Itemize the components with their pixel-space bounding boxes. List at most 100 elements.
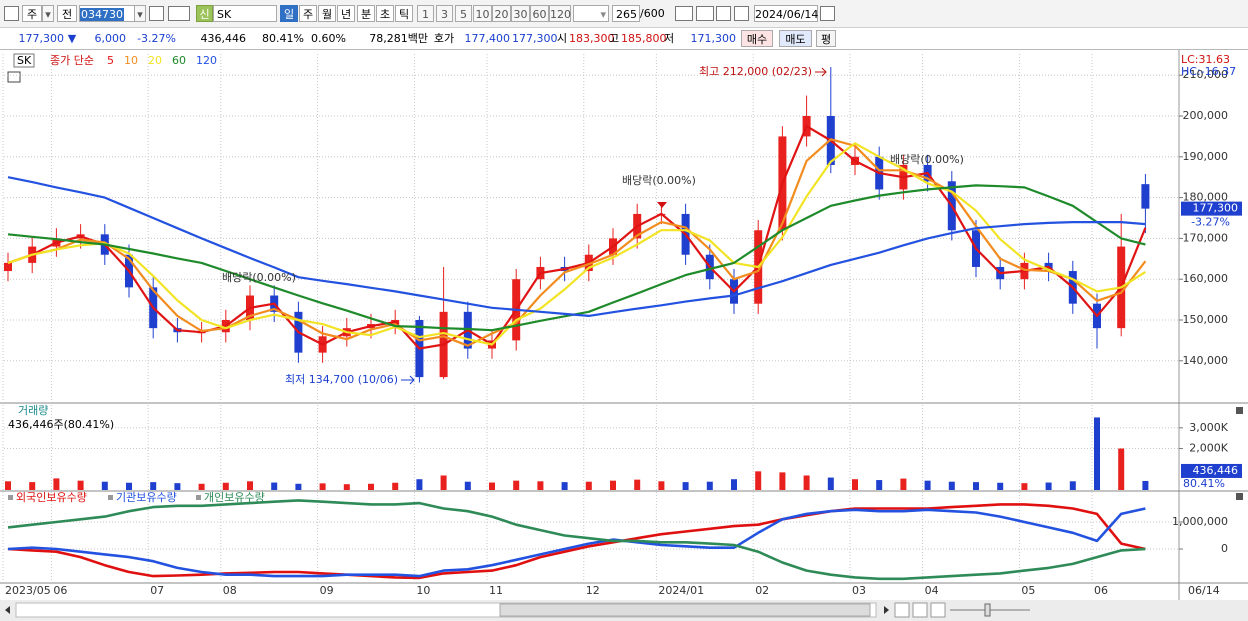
volume-bar [876, 480, 883, 490]
play-forward[interactable] [930, 602, 946, 618]
volume-bar [1094, 417, 1100, 490]
legend-swatch [8, 495, 13, 500]
x-tick-label: 04 [925, 584, 939, 597]
interval-dropdown[interactable]: ▾ [573, 5, 609, 22]
prev-button[interactable]: 전 [57, 5, 77, 22]
y-tick-label: 140,000 [1183, 354, 1229, 367]
quote-value: 고 [608, 32, 620, 45]
scroll-thumb[interactable] [499, 603, 871, 617]
chart: 140,000 150,000 160,000 170,000 180,000 190,0… [0, 50, 1248, 621]
interval-button[interactable]: 5 [455, 5, 472, 22]
series-line [7, 499, 1146, 581]
y-tick-label: 170,000 [1183, 231, 1229, 244]
y-tick-label: 3,000K [1189, 421, 1228, 434]
interval-button[interactable]: 60 [530, 5, 549, 22]
calendar-icon[interactable] [820, 6, 835, 21]
quote-value: 171,300 [690, 32, 737, 45]
volume-bar [610, 480, 616, 490]
play-back[interactable] [894, 602, 910, 618]
period-week[interactable]: 주 [299, 5, 317, 22]
legend-entry: 10 [124, 54, 138, 67]
dropdown-arrow[interactable]: ▾ [42, 5, 54, 22]
volume-bar [585, 481, 592, 490]
x-tick-label: 2024/01 [658, 584, 704, 597]
y-tick-label: 180,000 [1183, 191, 1229, 204]
quote-value: 시 [556, 32, 568, 45]
date-input[interactable]: 2024/06/14 [754, 5, 818, 22]
annotation: 최고 212,000 (02/23) [699, 65, 812, 78]
volume-bar [1069, 481, 1076, 490]
volume-bar [222, 482, 229, 490]
period-second[interactable]: 초 [376, 5, 394, 22]
volume-bar [731, 479, 737, 490]
quote-value: 78,281백만 [369, 32, 428, 45]
x-tick-label: 2023/05 [5, 584, 51, 597]
volume-bar [440, 475, 447, 490]
x-end-label: 06/14 [1188, 584, 1220, 597]
period-tick[interactable]: 틱 [395, 5, 413, 22]
series-line [7, 507, 1146, 578]
volume-bar [247, 481, 253, 490]
legend-box [13, 53, 35, 68]
toolbar: 주 ▾ 전 034730 ▾ 신 SK 일 주 월 년 분 초 틱 1 3 5 … [0, 0, 1248, 28]
settings-icon[interactable] [734, 6, 749, 21]
x-tick-label: 10 [416, 584, 430, 597]
volume-bar [779, 472, 786, 490]
order-button[interactable]: 평 [816, 30, 836, 47]
sound-icon[interactable] [168, 6, 190, 21]
volume-bar [658, 481, 665, 490]
save-icon[interactable] [716, 6, 731, 21]
code-input[interactable]: 034730 [79, 5, 135, 22]
quote-value: 저 [663, 32, 675, 45]
volume-bar [561, 482, 568, 490]
panel-subtitle: 436,446주(80.41%) [8, 418, 114, 431]
period-minute[interactable]: 분 [357, 5, 375, 22]
volume-bar [198, 483, 205, 490]
panel-title: 거래량 [18, 404, 48, 417]
y-tick-label: 160,000 [1183, 272, 1229, 285]
x-tick-label: 08 [223, 584, 237, 597]
legend-entry: 기관보유수량 [116, 491, 177, 504]
x-tick-label: 09 [320, 584, 334, 597]
dropdown-arrow[interactable]: ▾ [134, 5, 146, 22]
period-day[interactable]: 일 [280, 5, 298, 22]
quote-value: 177,400 [464, 32, 511, 45]
y-tick-label: 2,000K [1189, 442, 1228, 455]
interval-button[interactable]: 30 [511, 5, 530, 22]
y-tick-label: 210,000 [1183, 68, 1229, 81]
interval-button[interactable]: 3 [436, 5, 453, 22]
x-tick-label: 11 [489, 584, 503, 597]
interval-button[interactable]: 10 [473, 5, 492, 22]
new-badge[interactable]: 신 [196, 5, 213, 22]
order-button[interactable]: 매수 [741, 30, 773, 47]
y-tick-label: 1,000,000 [1172, 515, 1228, 528]
volume-bar [319, 483, 326, 490]
interval-button[interactable]: 20 [492, 5, 511, 22]
tool-icon[interactable] [696, 6, 714, 21]
count-input[interactable]: 265 [612, 5, 640, 22]
legend-entry: 120 [196, 54, 217, 67]
period-year[interactable]: 년 [337, 5, 355, 22]
panel-close[interactable] [1236, 407, 1243, 414]
period-month[interactable]: 월 [318, 5, 336, 22]
legend-entry: 60 [172, 54, 186, 67]
chart-background [0, 50, 1248, 600]
hc-label: HC:-16.37 [1181, 65, 1236, 78]
menu-icon[interactable] [4, 6, 19, 21]
interval-button[interactable]: 1 [417, 5, 434, 22]
order-button[interactable]: 매도 [779, 30, 812, 47]
interval-button[interactable]: 120 [549, 5, 571, 22]
volume-bar [368, 483, 374, 490]
search-icon[interactable] [149, 6, 164, 21]
name-input[interactable]: SK [213, 5, 277, 22]
volume-bar [537, 481, 544, 490]
stop[interactable] [912, 602, 928, 618]
tool-icon[interactable] [675, 6, 693, 21]
zoom-handle[interactable] [984, 603, 991, 617]
market-select[interactable]: 주 [22, 5, 42, 22]
panel-close[interactable] [1236, 493, 1243, 500]
last-change: -3.27% [1191, 216, 1230, 229]
volume-bar [464, 481, 471, 490]
quote-value: 80.41% [262, 32, 304, 45]
grid-icon[interactable] [7, 71, 21, 83]
